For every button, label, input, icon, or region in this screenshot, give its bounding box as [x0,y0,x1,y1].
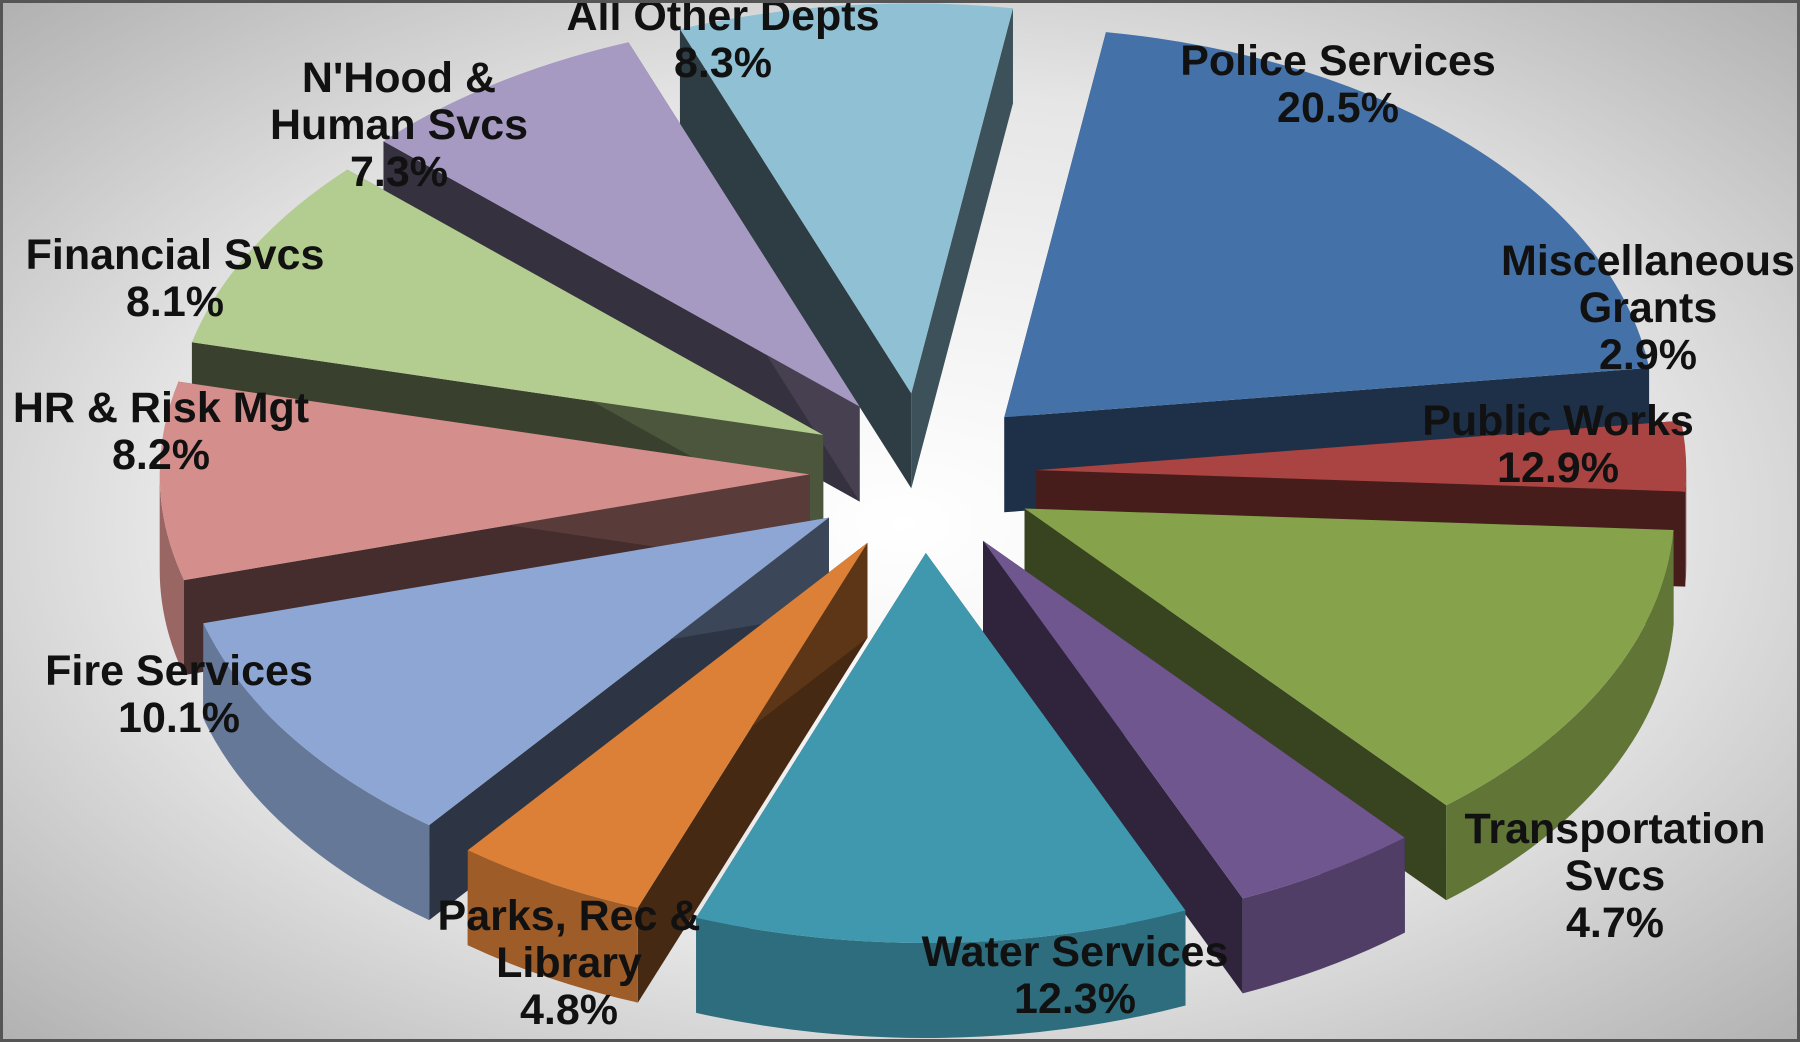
slice-outer-wall [203,623,430,921]
slice-name: Police Services [1180,37,1496,85]
slice-label-7: HR & Risk Mgt 8.2% [13,384,309,479]
slice-side-wall [983,540,1243,994]
slice-top [1036,420,1687,492]
slice-label-9: N'Hood & Human Svcs 7.3% [270,54,528,196]
slice-top [983,540,1405,899]
slice-top [1024,508,1674,806]
slice-name: Fire Services [45,647,313,695]
slice-name: Financial Svcs [26,231,325,279]
slices-layer [159,3,1687,1038]
slice-label-2: Public Works 12.9% [1422,397,1694,492]
slice-name: N'Hood & [302,54,496,102]
slice-outer-wall [1242,837,1405,994]
slice-percentage: 20.5% [1277,84,1399,132]
slice-10 [679,3,1013,489]
slice-3 [983,540,1405,994]
slice-top [159,381,810,581]
slice-percentage: 8.1% [126,278,224,326]
slice-percentage: 7.3% [350,148,448,196]
slice-name: Library [496,939,642,987]
slice-percentage: 10.1% [118,694,240,742]
slice-label-3: Transportation Svcs 4.7% [1464,805,1765,947]
slice-name: Miscellaneous [1501,237,1795,285]
pie-chart: Police Services 20.5%Miscellaneous Grants 2… [3,3,1797,1039]
slice-label-4: Water Services 12.3% [922,928,1229,1023]
slice-label-5: Parks, Rec & Library 4.8% [438,892,701,1034]
slice-4 [696,552,1186,1038]
slice-outer-wall [159,474,185,676]
slice-percentage: 8.2% [112,431,210,479]
slice-top [467,542,868,908]
slice-name: HR & Risk Mgt [13,384,309,432]
slice-outer-wall [1446,529,1674,901]
slice-top [383,42,860,407]
slice-label-1: Miscellaneous Grants 2.9% [1501,237,1795,379]
slice-name: Human Svcs [270,101,528,149]
slice-percentage: 12.9% [1497,444,1619,492]
slice-percentage: 12.3% [1014,975,1136,1023]
slice-outer-wall [467,850,638,1003]
slice-outer-wall [1685,470,1687,587]
slice-percentage: 2.9% [1599,331,1697,379]
slice-name: Transportation [1464,805,1765,853]
slice-top [679,3,1013,394]
slice-percentage: 8.3% [674,39,772,87]
slice-name: Svcs [1565,852,1665,900]
slice-name: All Other Depts [567,3,880,40]
labels-layer: Police Services 20.5%Miscellaneous Grants 2… [13,3,1795,1034]
slice-name: Public Works [1422,397,1694,445]
slice-top [696,552,1186,943]
slice-label-8: Financial Svcs 8.1% [26,231,325,326]
slice-top [203,517,829,826]
slice-side-wall [911,8,1013,489]
slice-top [1004,32,1650,418]
slice-percentage: 4.7% [1566,899,1664,947]
slice-outer-wall [696,910,1186,1038]
slice-name: Parks, Rec & [438,892,701,940]
slice-label-10: All Other Depts 8.3% [567,3,880,87]
slice-name: Grants [1579,284,1718,332]
slice-name: Water Services [922,928,1229,976]
slice-percentage: 4.8% [520,986,618,1034]
slice-label-0: Police Services 20.5% [1180,37,1496,132]
slice-5 [467,542,868,1003]
slice-side-wall [679,28,912,489]
slice-top [191,169,824,436]
slice-label-6: Fire Services 10.1% [45,647,313,742]
